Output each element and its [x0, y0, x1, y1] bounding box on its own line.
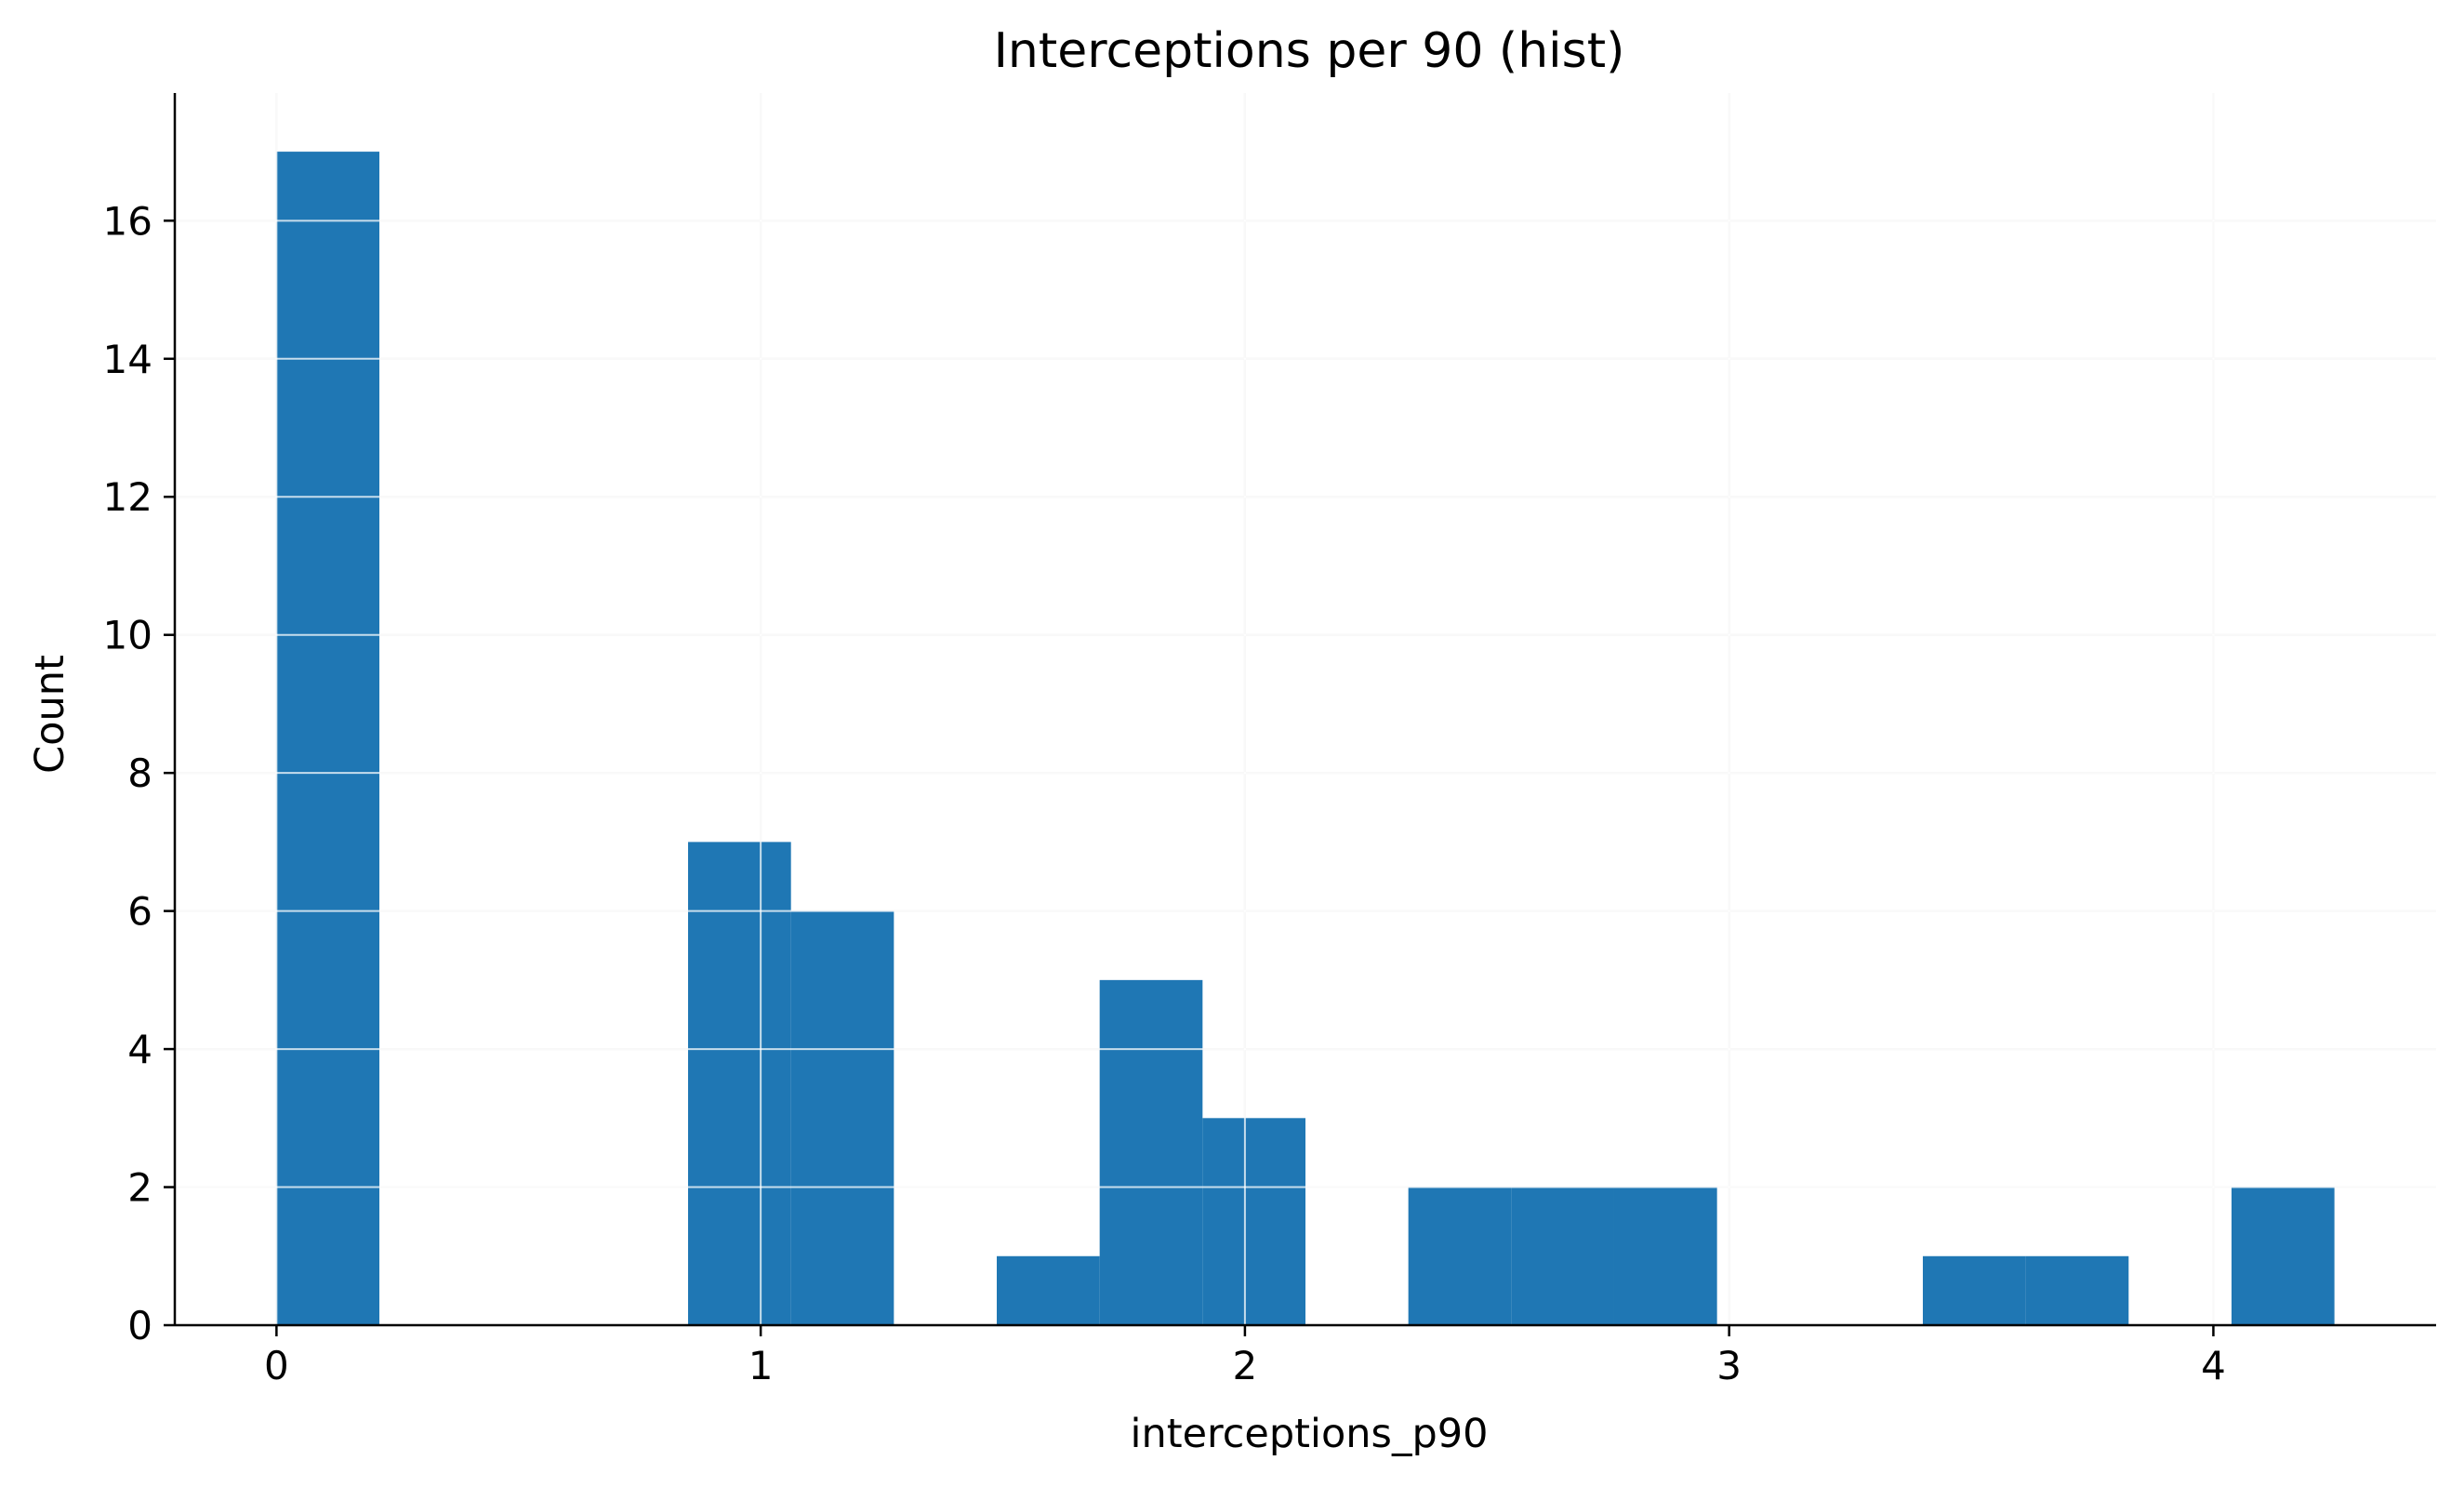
x-tick-label: 0: [264, 1343, 289, 1388]
y-tick-label: 8: [127, 750, 152, 796]
x-tick-label: 3: [1716, 1343, 1742, 1388]
histogram-bars: [276, 152, 2335, 1326]
y-tick-label: 12: [103, 474, 152, 520]
y-tick-label: 14: [103, 337, 152, 382]
histogram-bar: [1613, 1187, 1717, 1325]
histogram-bar: [2231, 1187, 2335, 1325]
y-axis-label: Count: [27, 655, 73, 774]
y-tick-label: 0: [127, 1303, 152, 1348]
grid-overlay: [175, 93, 2436, 1326]
axes: [173, 93, 2436, 1327]
x-tick-label: 4: [2201, 1343, 2226, 1388]
y-tick-label: 4: [127, 1027, 152, 1072]
y-tick-label: 16: [103, 198, 152, 244]
histogram-bar: [1511, 1187, 1614, 1325]
histogram-bar: [1922, 1255, 2026, 1325]
x-axis-label: interceptions_p90: [1131, 1411, 1489, 1457]
histogram-bar: [1099, 979, 1203, 1325]
chart-title: Interceptions per 90 (hist): [994, 23, 1625, 79]
histogram-bar: [276, 152, 380, 1326]
x-tick-label: 1: [748, 1343, 774, 1388]
histogram-bar: [1408, 1187, 1512, 1325]
y-tick-label: 6: [127, 889, 152, 935]
y-tick-label: 10: [103, 613, 152, 658]
histogram-bar: [790, 910, 894, 1325]
histogram-bar: [2025, 1255, 2129, 1325]
histogram-bar: [1202, 1118, 1305, 1325]
y-tick-label: 2: [127, 1165, 152, 1211]
histogram-bar: [688, 842, 791, 1325]
histogram-bar: [997, 1255, 1100, 1325]
x-tick-label: 2: [1233, 1343, 1258, 1388]
